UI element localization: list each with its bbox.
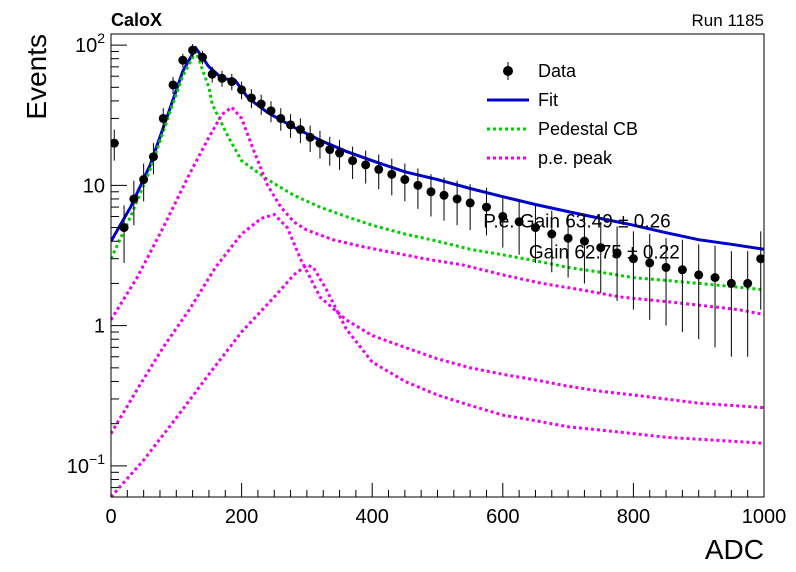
axes: 0 200 400 600 800 1000 10−1 1 10 102 bbox=[67, 30, 786, 528]
data-point bbox=[276, 113, 286, 123]
data-point bbox=[148, 152, 158, 162]
data-point bbox=[129, 194, 139, 204]
fit-parameter-text: P.e. Gain 63.49 ± 0.26 bbox=[483, 212, 671, 233]
data-point bbox=[481, 202, 491, 212]
data-point bbox=[305, 132, 315, 142]
data-point bbox=[677, 265, 687, 275]
data-point bbox=[266, 106, 276, 116]
series-line-pedestal-cb bbox=[111, 47, 764, 292]
data-point bbox=[256, 99, 266, 109]
series-line-p-e-peak bbox=[111, 105, 764, 321]
legend-entry-p-e-peak: p.e. peak bbox=[487, 148, 613, 168]
data-point bbox=[514, 217, 524, 227]
y-tick-label: 10 bbox=[83, 175, 105, 197]
series-line-p-e-peak-3 bbox=[111, 263, 764, 497]
data-point bbox=[217, 73, 227, 83]
data-point bbox=[178, 55, 188, 65]
data-point bbox=[188, 45, 198, 55]
data-point bbox=[612, 248, 622, 258]
data-point bbox=[325, 145, 335, 155]
x-tick-label: 0 bbox=[105, 506, 116, 528]
legend-label: Data bbox=[538, 61, 577, 81]
legend: Data Fit Pedestal CB p.e. peak bbox=[487, 61, 638, 168]
plot-area: P.e. Gain 63.49 ± 0.26 Gain 62.75 ± 0.22 bbox=[111, 44, 764, 497]
data-point bbox=[119, 223, 129, 233]
data-point bbox=[348, 156, 358, 166]
data-point bbox=[426, 187, 436, 197]
experiment-label: CaloX bbox=[111, 10, 162, 30]
legend-marker bbox=[503, 66, 513, 76]
data-point bbox=[726, 278, 736, 288]
data-point bbox=[413, 180, 423, 190]
data-point bbox=[168, 80, 178, 90]
legend-entry-pedestal-cb: Pedestal CB bbox=[487, 119, 638, 139]
legend-label: p.e. peak bbox=[538, 148, 613, 168]
data-point bbox=[246, 93, 256, 103]
legend-label: Fit bbox=[538, 90, 558, 110]
data-point bbox=[694, 270, 704, 280]
x-tick-label: 800 bbox=[617, 506, 650, 528]
data-point bbox=[465, 198, 475, 208]
data-point bbox=[286, 120, 296, 130]
data-point bbox=[710, 273, 720, 283]
x-tick-label: 400 bbox=[356, 506, 389, 528]
data-point bbox=[596, 243, 606, 253]
data-point bbox=[452, 194, 462, 204]
y-tick-label: 102 bbox=[75, 30, 105, 57]
data-point bbox=[315, 138, 325, 148]
data-point bbox=[498, 211, 508, 221]
data-point bbox=[237, 85, 247, 95]
data-point bbox=[563, 233, 573, 243]
data-point bbox=[579, 236, 589, 246]
legend-entry-data: Data bbox=[503, 61, 577, 81]
data-point bbox=[361, 160, 371, 170]
data-point bbox=[439, 190, 449, 200]
plot-content: P.e. Gain 63.49 ± 0.26 Gain 62.75 ± 0.22 bbox=[111, 44, 764, 497]
data-point bbox=[227, 77, 237, 87]
data-point bbox=[139, 175, 149, 185]
data-point bbox=[756, 254, 764, 264]
x-tick-label: 1000 bbox=[742, 506, 787, 528]
data-point bbox=[661, 262, 671, 272]
legend-entry-fit: Fit bbox=[487, 90, 558, 110]
data-point bbox=[387, 169, 397, 179]
series-line-fit bbox=[111, 45, 764, 251]
legend-label: Pedestal CB bbox=[538, 119, 638, 139]
y-tick-label: 1 bbox=[94, 316, 105, 338]
data-point bbox=[628, 254, 638, 264]
data-point bbox=[400, 175, 410, 185]
data-point bbox=[207, 69, 217, 79]
data-point bbox=[743, 278, 753, 288]
data-point bbox=[335, 148, 345, 158]
data-point bbox=[158, 113, 168, 123]
data-point bbox=[295, 125, 305, 135]
data-point bbox=[645, 258, 655, 268]
fit-parameter-text: Gain 62.75 ± 0.22 bbox=[529, 243, 680, 264]
x-tick-label: 200 bbox=[225, 506, 258, 528]
data-point bbox=[374, 164, 384, 174]
x-tick-label: 600 bbox=[486, 506, 519, 528]
y-tick-label: 10−1 bbox=[67, 451, 105, 478]
data-point bbox=[530, 223, 540, 233]
x-axis-label: ADC bbox=[705, 534, 764, 565]
run-label: Run 1185 bbox=[692, 11, 764, 30]
data-point bbox=[547, 229, 557, 239]
y-axis-label: Events bbox=[21, 34, 52, 120]
data-point bbox=[197, 52, 207, 62]
